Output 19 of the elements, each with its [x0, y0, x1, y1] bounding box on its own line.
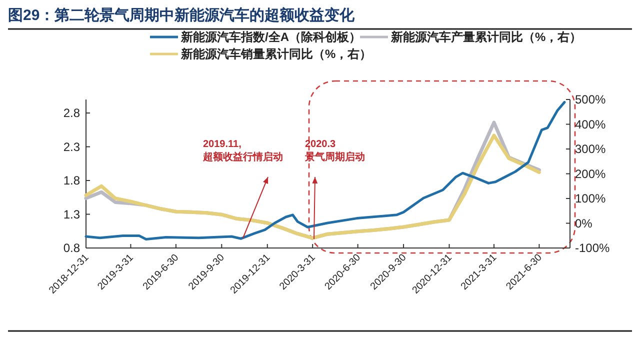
line-series	[84, 100, 566, 240]
y-tick-label: 0.8	[63, 241, 80, 255]
annotation: 2020.3 景气周期启动	[304, 139, 365, 163]
y2-tick-label: 200%	[575, 166, 606, 181]
legend-label: 新能源汽车产量累计同比（%，右）	[390, 30, 582, 44]
legend-label: 新能源汽车销量累计同比（%，右）	[180, 47, 372, 61]
y2-tick-label: 500%	[575, 92, 606, 106]
legend-label: 新能源汽车指数/全A（除科创板）	[180, 30, 361, 44]
y-tick-label: 1.3	[63, 207, 80, 222]
y2-tick-label: 400%	[575, 117, 606, 132]
y-tick-label: 2.8	[63, 106, 80, 120]
y-tick-label: 2.3	[63, 140, 80, 154]
y2-tick-label: 0%	[575, 216, 593, 230]
y2-tick-label: 300%	[575, 142, 606, 156]
y2-tick-label: -100%	[575, 241, 610, 255]
y-tick-label: 1.8	[63, 174, 80, 188]
chart-title: 图29：第二轮景气周期中新能源汽车的超额收益变化	[8, 6, 356, 24]
y2-tick-label: 100%	[575, 192, 606, 206]
annotation: 2019.11, 超额收益行情启动	[202, 139, 283, 163]
